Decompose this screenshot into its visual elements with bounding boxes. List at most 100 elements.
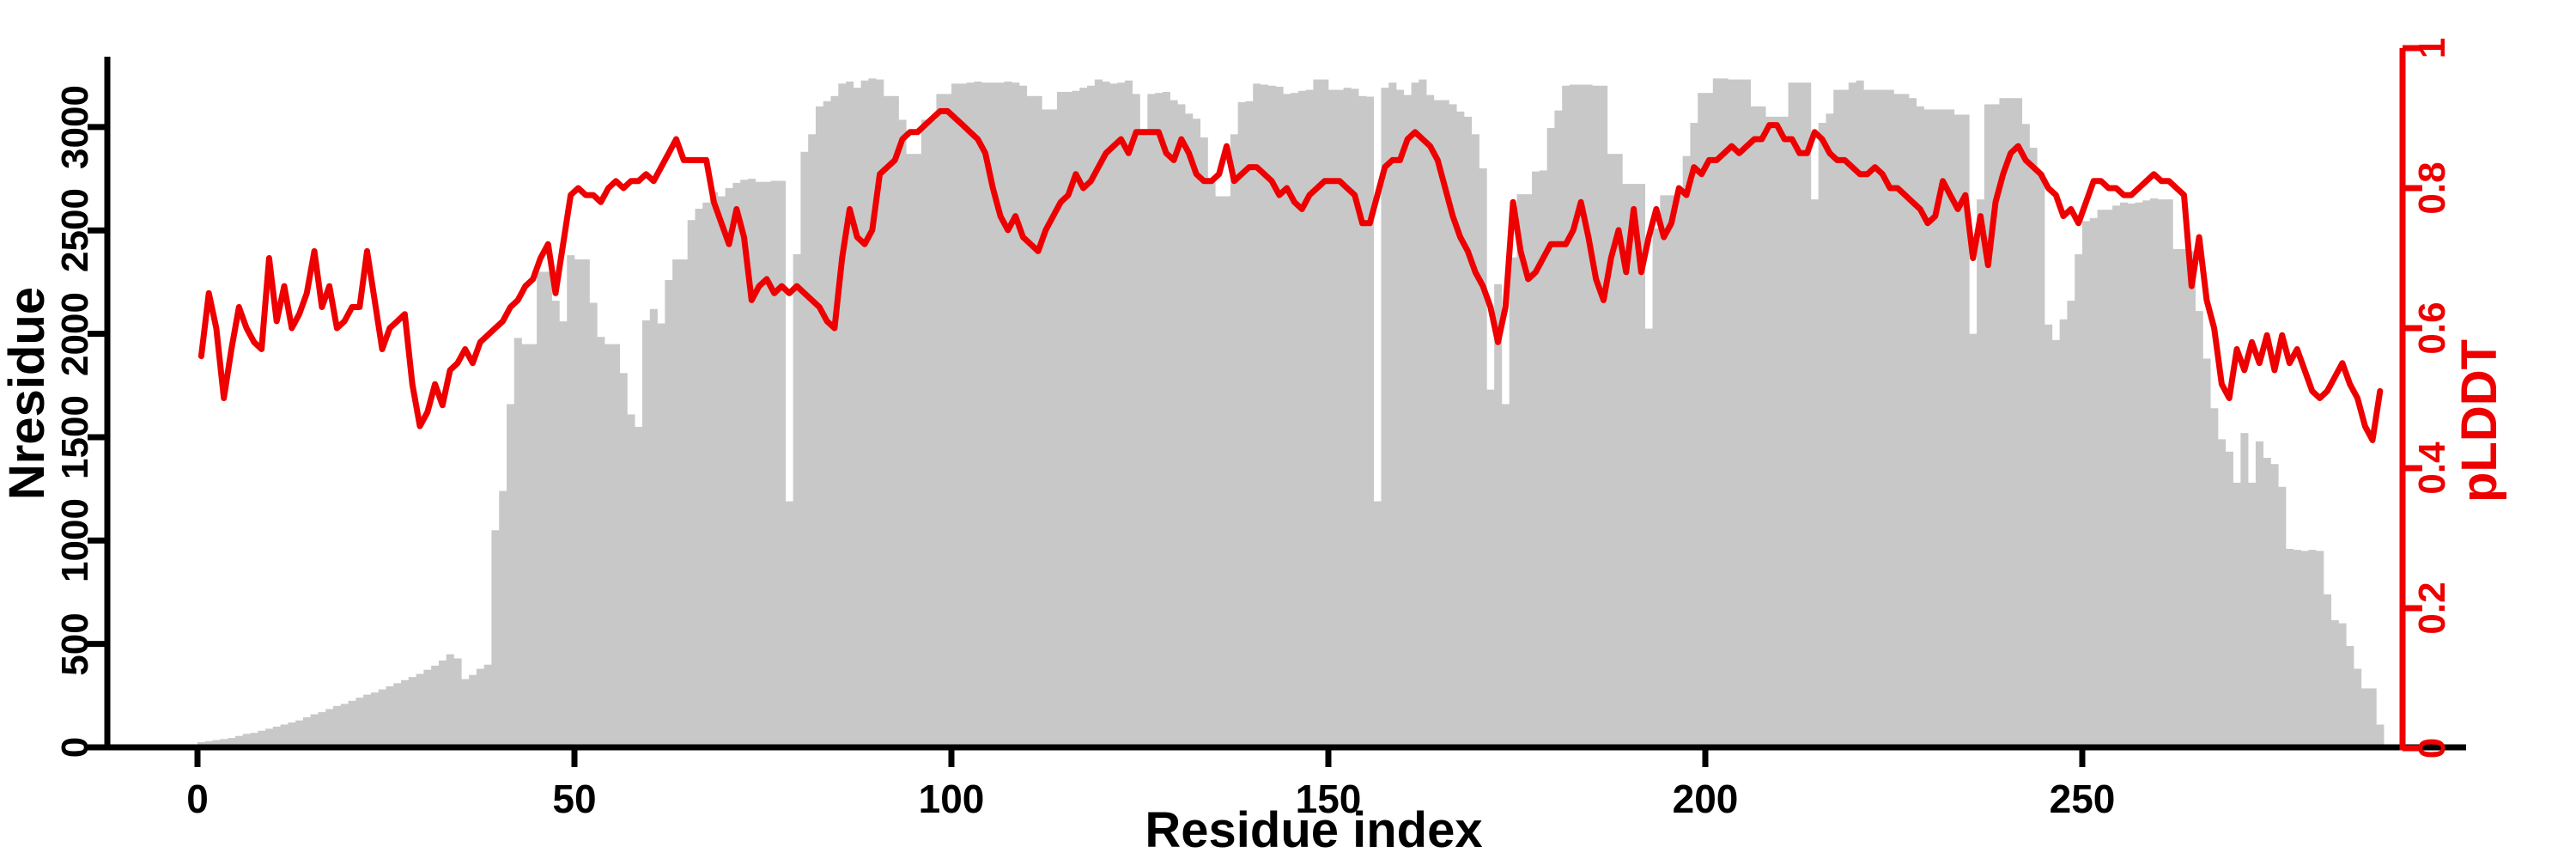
- bar: [1509, 257, 1517, 747]
- bar: [355, 698, 364, 747]
- bar: [1049, 109, 1058, 747]
- bar: [1901, 94, 1910, 747]
- bar: [491, 530, 500, 747]
- nresidue-bar-series: [197, 78, 2385, 748]
- bar: [1291, 93, 1299, 748]
- bar: [1810, 199, 1819, 747]
- bar: [1471, 134, 1479, 747]
- bar: [234, 735, 243, 747]
- bar: [220, 739, 228, 747]
- bar: [1305, 89, 1314, 747]
- bar: [228, 738, 236, 747]
- bar: [876, 79, 884, 748]
- bar: [431, 665, 440, 747]
- bar: [2157, 199, 2166, 747]
- bar: [914, 154, 922, 747]
- bar: [2127, 203, 2136, 747]
- bar: [1056, 91, 1065, 748]
- bar: [1275, 86, 1284, 747]
- axes: [88, 45, 2466, 767]
- right-y-tick-label: 0: [2411, 737, 2453, 759]
- bar: [1833, 89, 1842, 747]
- bar: [778, 180, 787, 748]
- bar: [1365, 96, 1374, 747]
- bar: [717, 196, 726, 747]
- bar: [808, 134, 817, 747]
- bar: [1267, 85, 1276, 747]
- bar: [1396, 89, 1405, 747]
- bar: [310, 714, 319, 747]
- bar: [755, 181, 763, 747]
- bar: [1674, 192, 1683, 748]
- bar: [1524, 194, 1533, 747]
- bar: [423, 669, 432, 747]
- bar: [2142, 200, 2151, 748]
- bar: [2286, 548, 2294, 747]
- bar: [1584, 84, 1593, 747]
- bar: [1961, 114, 1970, 747]
- bar: [2135, 202, 2143, 747]
- bar: [1139, 129, 1148, 747]
- bar: [1742, 79, 1751, 748]
- bar: [815, 106, 824, 747]
- bar: [453, 658, 462, 747]
- bar: [1162, 91, 1170, 748]
- bar: [1668, 195, 1676, 747]
- bar: [1087, 85, 1096, 747]
- right-y-tick-label: 0.4: [2411, 442, 2453, 495]
- bar: [378, 689, 386, 747]
- bar: [2119, 202, 2128, 747]
- bar: [635, 426, 643, 747]
- bar: [1931, 109, 1940, 747]
- bar: [1652, 228, 1661, 748]
- bar: [318, 712, 326, 747]
- bar: [1132, 94, 1140, 747]
- bar: [469, 674, 477, 747]
- left-y-tick-label: 1500: [54, 394, 96, 479]
- bar: [1297, 90, 1306, 747]
- bar: [1185, 113, 1194, 747]
- bar: [581, 259, 590, 747]
- bar: [325, 709, 334, 747]
- bar: [2150, 198, 2159, 747]
- bar: [996, 82, 1005, 747]
- bar: [665, 280, 673, 747]
- bar: [2316, 551, 2324, 747]
- x-tick-label: 200: [1672, 777, 1739, 821]
- bar: [1607, 154, 1615, 747]
- bar: [2248, 482, 2257, 747]
- bar: [567, 255, 575, 747]
- bar: [725, 187, 733, 747]
- left-y-tick-label: 0: [54, 736, 96, 758]
- bar: [574, 259, 583, 747]
- bar: [416, 673, 424, 747]
- bar: [393, 683, 402, 747]
- bar: [1660, 195, 1668, 747]
- x-tick-label: 150: [1295, 777, 1362, 821]
- bar: [2323, 594, 2332, 747]
- bar: [860, 80, 869, 748]
- bar: [1192, 119, 1201, 747]
- bar: [2225, 451, 2233, 747]
- bar: [2051, 339, 2060, 747]
- plddt-line: [197, 107, 2384, 443]
- bar: [981, 82, 990, 747]
- bar: [1501, 404, 1510, 747]
- left-y-tick-label: 3000: [54, 84, 96, 169]
- right-y-tick-label: 1: [2411, 37, 2453, 59]
- bar: [2044, 324, 2053, 747]
- bar: [1034, 95, 1042, 748]
- left-y-tick-label: 500: [54, 612, 96, 676]
- bar: [1079, 88, 1088, 748]
- bar: [679, 259, 688, 747]
- bar: [627, 414, 635, 747]
- bar: [2300, 551, 2309, 747]
- bar: [1215, 196, 1224, 747]
- bar: [2037, 172, 2045, 748]
- bar: [830, 95, 839, 748]
- bar: [1592, 85, 1601, 747]
- bar: [1260, 84, 1269, 747]
- bar: [1939, 109, 1947, 747]
- bar: [2180, 248, 2189, 747]
